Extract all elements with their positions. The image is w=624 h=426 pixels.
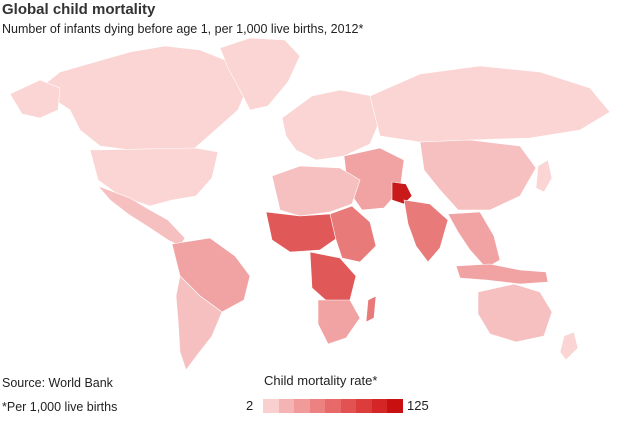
- legend-swatch: [356, 399, 372, 413]
- region-greenland: [219, 37, 301, 111]
- region-new-zealand: [559, 331, 579, 361]
- region-alaska: [9, 79, 61, 119]
- region-europe: [281, 89, 381, 161]
- region-south-asia: [403, 199, 449, 263]
- legend-max-label: 125: [407, 398, 429, 413]
- region-canada: [39, 45, 249, 153]
- region-indonesia: [455, 263, 549, 285]
- region-china: [419, 139, 537, 211]
- region-japan: [535, 159, 553, 193]
- region-russia: [369, 65, 611, 143]
- region-madagascar: [365, 295, 377, 323]
- legend-swatch: [325, 399, 341, 413]
- source-note: Source: World Bank: [2, 376, 113, 390]
- region-east-africa: [329, 205, 377, 263]
- region-southeast-asia: [447, 211, 501, 269]
- region-southern-africa: [317, 299, 361, 345]
- legend-color-scale: [263, 399, 403, 413]
- legend-swatch: [263, 399, 279, 413]
- region-afghanistan: [391, 181, 413, 205]
- region-south-america-south: [175, 275, 223, 371]
- legend-swatch: [371, 399, 387, 413]
- region-north-africa: [271, 165, 361, 217]
- legend-swatch: [278, 399, 294, 413]
- legend-swatch: [309, 399, 325, 413]
- region-australia: [477, 283, 553, 343]
- legend-title: Child mortality rate*: [264, 373, 378, 388]
- legend-swatch: [340, 399, 356, 413]
- region-usa: [89, 147, 219, 207]
- legend-swatch: [294, 399, 310, 413]
- legend-swatch: [387, 399, 403, 413]
- chart-title: Global child mortality: [2, 1, 156, 18]
- region-west-africa: [265, 211, 341, 253]
- legend-min-label: 2: [246, 398, 254, 413]
- footnote: *Per 1,000 live births: [2, 400, 118, 414]
- chart-subtitle: Number of infants dying before age 1, pe…: [2, 22, 364, 36]
